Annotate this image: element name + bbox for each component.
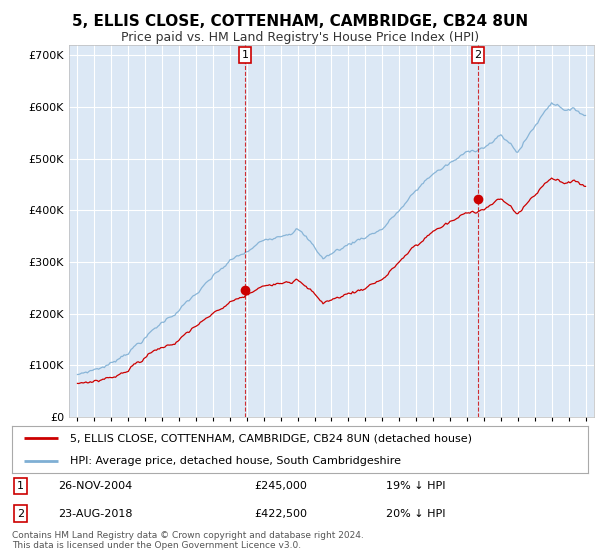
Text: 5, ELLIS CLOSE, COTTENHAM, CAMBRIDGE, CB24 8UN: 5, ELLIS CLOSE, COTTENHAM, CAMBRIDGE, CB… [72, 14, 528, 29]
Text: £422,500: £422,500 [254, 508, 307, 519]
Text: 1: 1 [17, 481, 24, 491]
Text: 1: 1 [242, 50, 248, 60]
Text: 2: 2 [475, 50, 482, 60]
Text: 26-NOV-2004: 26-NOV-2004 [58, 481, 133, 491]
Text: 20% ↓ HPI: 20% ↓ HPI [386, 508, 446, 519]
Text: 2: 2 [17, 508, 24, 519]
Text: Price paid vs. HM Land Registry's House Price Index (HPI): Price paid vs. HM Land Registry's House … [121, 31, 479, 44]
Text: HPI: Average price, detached house, South Cambridgeshire: HPI: Average price, detached house, Sout… [70, 456, 401, 466]
Text: 5, ELLIS CLOSE, COTTENHAM, CAMBRIDGE, CB24 8UN (detached house): 5, ELLIS CLOSE, COTTENHAM, CAMBRIDGE, CB… [70, 433, 472, 444]
Text: £245,000: £245,000 [254, 481, 307, 491]
Text: 23-AUG-2018: 23-AUG-2018 [58, 508, 133, 519]
Text: 19% ↓ HPI: 19% ↓ HPI [386, 481, 446, 491]
Text: Contains HM Land Registry data © Crown copyright and database right 2024.
This d: Contains HM Land Registry data © Crown c… [12, 531, 364, 550]
